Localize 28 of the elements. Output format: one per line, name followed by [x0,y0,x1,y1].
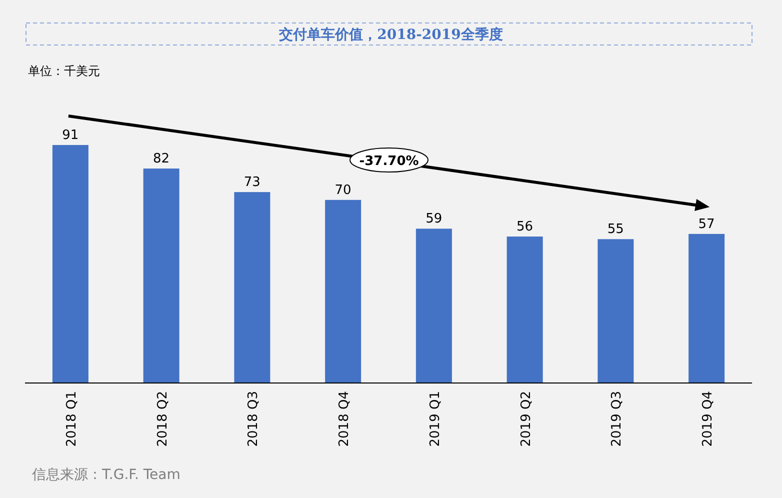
bar [52,145,88,383]
x-tick-label: 2019 Q3 [610,391,625,447]
x-tick-label: 2018 Q1 [64,391,80,447]
bar [143,168,180,383]
x-tick-label: 2018 Q2 [155,391,170,447]
annotation: -37.70% [359,154,419,169]
data-label: 55 [607,222,624,238]
x-tick-label: 2019 Q4 [700,391,716,447]
x-tick-label: 2018 Q4 [337,391,352,447]
data-label: 59 [426,212,442,227]
text: 单位：千美元 [28,64,100,78]
bar [598,239,634,383]
data-label: 70 [334,182,352,198]
x-tick-label: 2019 Q1 [428,391,443,447]
data-label: 56 [516,220,534,235]
data-label: 73 [244,175,260,190]
bar [234,192,270,383]
bar [506,236,543,383]
bar [688,234,725,383]
data-label: 57 [698,216,715,232]
bar [416,228,452,383]
x-tick-label: 2019 Q2 [518,391,534,447]
data-label: 91 [62,128,79,143]
bar [325,200,362,383]
chart-title: 交付单车价值，2018-2019全季度 [278,26,503,43]
text: 信息来源：T.G.F. Team [32,467,180,483]
x-tick-label: 2018 Q3 [246,391,262,447]
data-label: 82 [153,152,170,167]
